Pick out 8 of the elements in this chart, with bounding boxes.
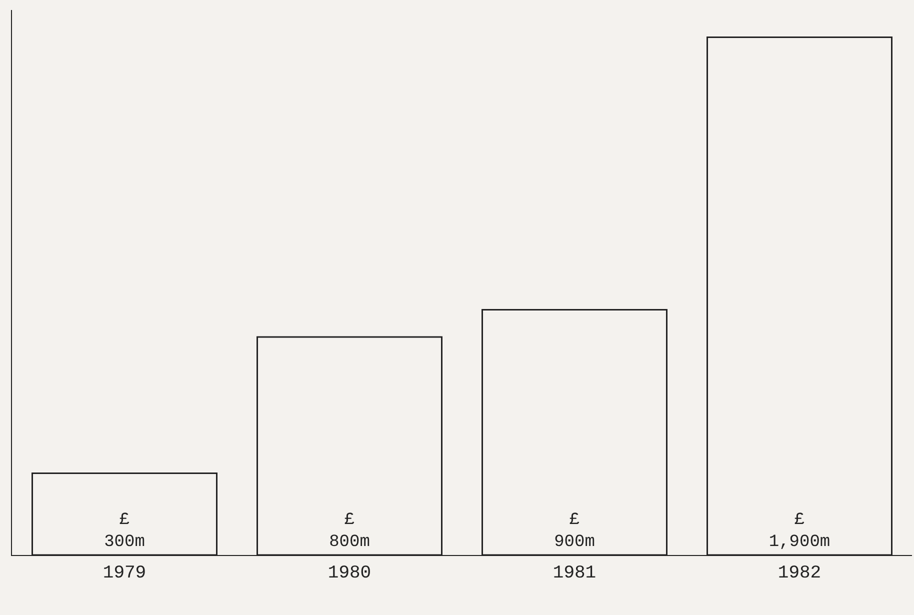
x-tick-label: 1981 bbox=[552, 564, 596, 584]
data-label: £ 300m bbox=[104, 510, 145, 552]
x-tick-label: 1980 bbox=[328, 564, 372, 584]
data-label: £ 1,900m bbox=[768, 510, 830, 552]
x-tick-label: 1982 bbox=[778, 564, 822, 584]
x-tick-label: 1979 bbox=[102, 564, 146, 584]
data-label: £ 800m bbox=[329, 510, 370, 552]
data-label: £ 900m bbox=[554, 510, 595, 552]
